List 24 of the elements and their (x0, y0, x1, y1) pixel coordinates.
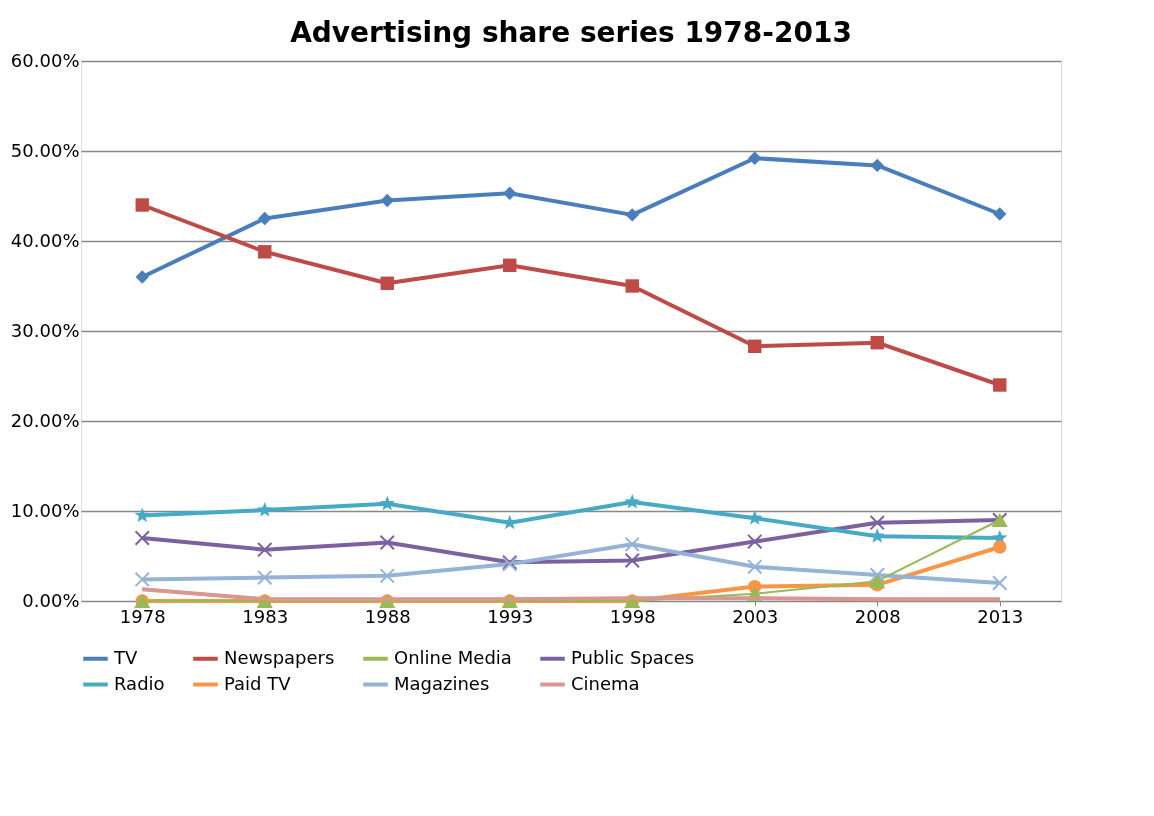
legend-label: Public Spaces (571, 646, 695, 668)
legend-label: Paid TV (224, 672, 292, 694)
y-tick-label: 40.00% (10, 229, 80, 251)
y-tick-label: 20.00% (10, 409, 80, 431)
y-tick-label: 60.00% (10, 49, 80, 71)
x-tick-label: 1978 (119, 605, 166, 627)
x-tick-label: 1988 (364, 605, 411, 627)
y-tick-label: 10.00% (10, 499, 80, 521)
legend-label: Radio (114, 672, 165, 694)
legend-label: TV (113, 646, 138, 668)
y-tick-label: 30.00% (10, 319, 80, 341)
legend-label: Newspapers (224, 646, 335, 668)
legend-label: Magazines (394, 672, 490, 694)
x-tick-label: 2003 (732, 605, 779, 627)
legend-label: Cinema (571, 672, 640, 694)
y-tick-label: 0.00% (22, 589, 80, 611)
chart-title: Advertising share series 1978-2013 (290, 16, 852, 49)
x-tick-label: 1998 (609, 605, 656, 627)
x-tick-label: 1993 (487, 605, 534, 627)
y-tick-label: 50.00% (10, 139, 80, 161)
x-tick-label: 2013 (977, 605, 1024, 627)
x-tick-label: 1983 (242, 605, 289, 627)
legend-label: Online Media (394, 646, 512, 668)
x-tick-label: 2008 (854, 605, 901, 627)
